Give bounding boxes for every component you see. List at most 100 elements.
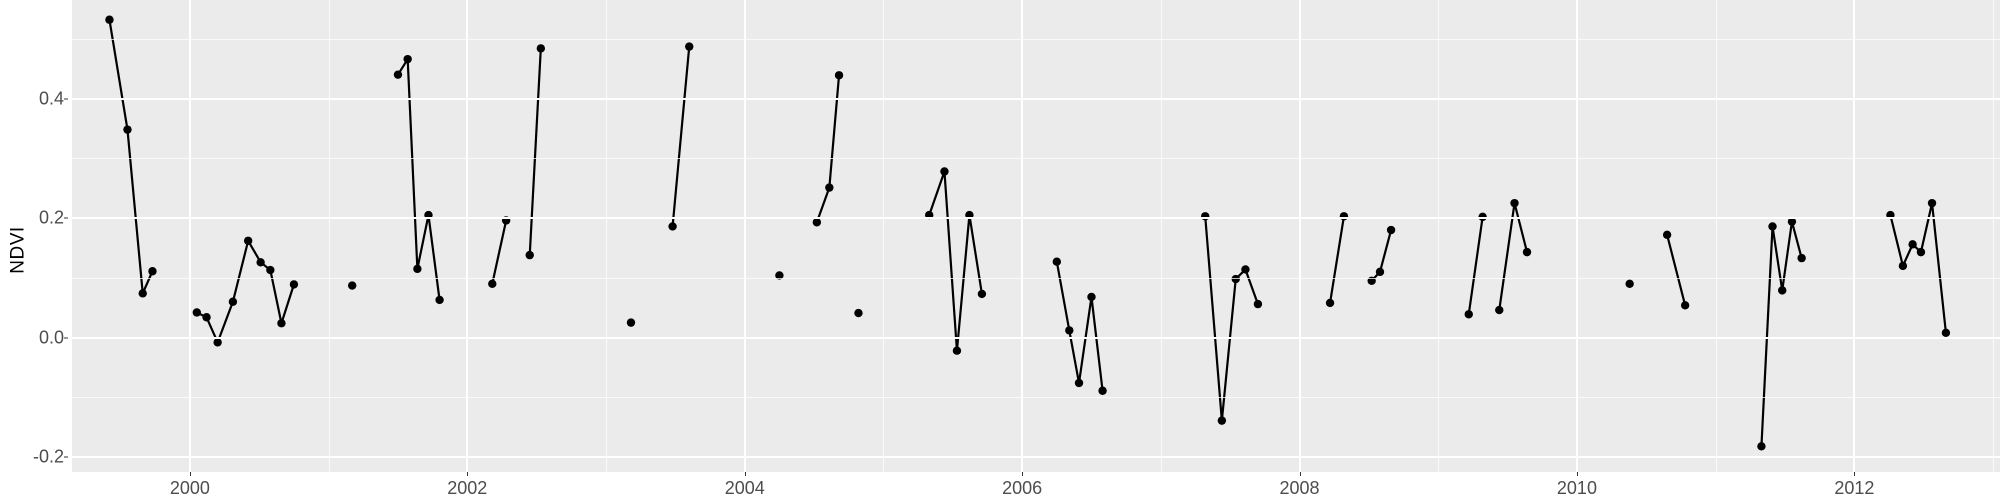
x-tick-mark xyxy=(1022,472,1024,476)
series-group xyxy=(626,318,636,327)
x-tick-mark xyxy=(744,472,746,476)
data-point xyxy=(488,279,497,288)
data-point xyxy=(1074,378,1084,388)
data-point xyxy=(1680,301,1690,310)
x-tick-label: 2002 xyxy=(447,478,488,498)
data-point xyxy=(1916,247,1926,257)
data-point xyxy=(403,54,412,64)
gridline-x-minor xyxy=(1715,0,1717,472)
series-group xyxy=(812,71,844,227)
gridline-x-minor xyxy=(606,0,607,472)
data-point xyxy=(1662,230,1672,240)
series-group xyxy=(1052,257,1107,395)
x-tick-label: 2008 xyxy=(1279,478,1320,498)
data-point xyxy=(1375,267,1385,277)
gridline-y-major xyxy=(72,97,2000,100)
data-point xyxy=(775,271,784,280)
data-point xyxy=(1908,240,1917,249)
gridline-x-major xyxy=(188,0,191,472)
gridline-x-major xyxy=(1575,0,1578,472)
gridline-y-minor xyxy=(72,397,2000,399)
data-point xyxy=(1386,225,1396,235)
y-tick-label: 0.2 xyxy=(38,207,64,228)
data-point xyxy=(228,297,238,306)
series-group xyxy=(1201,212,1263,425)
y-tick-label: 0.0 xyxy=(38,327,64,348)
y-tick-mark xyxy=(64,217,68,219)
data-point xyxy=(1217,416,1227,425)
series-group xyxy=(1662,230,1690,310)
y-tick-mark xyxy=(64,337,68,339)
data-point xyxy=(148,267,157,276)
series-group xyxy=(775,271,784,280)
data-point xyxy=(1231,274,1240,284)
series-group xyxy=(1464,212,1487,319)
series-group xyxy=(347,281,357,290)
gridline-y-minor xyxy=(72,158,2000,160)
data-point xyxy=(1510,198,1519,208)
series-line xyxy=(671,45,691,228)
data-point xyxy=(977,289,987,299)
data-point xyxy=(1065,326,1074,335)
data-point xyxy=(289,280,299,289)
gridline-x-major xyxy=(1021,0,1024,472)
x-tick-mark xyxy=(1854,472,1856,476)
data-point xyxy=(256,258,265,267)
data-point xyxy=(685,42,694,51)
data-point xyxy=(266,265,275,275)
data-point xyxy=(940,167,949,176)
series-line xyxy=(1204,215,1260,422)
gridline-y-major xyxy=(72,456,2000,459)
y-axis-title-text: NDVI xyxy=(8,226,29,274)
gridline-x-minor xyxy=(1993,0,1995,472)
series-group xyxy=(525,44,546,260)
data-point xyxy=(1941,328,1951,337)
data-point xyxy=(525,250,534,260)
x-tick-mark xyxy=(1576,472,1578,476)
data-point xyxy=(1625,279,1634,288)
series-line xyxy=(1498,202,1529,312)
data-point xyxy=(834,71,844,80)
plot-panel xyxy=(72,0,2000,472)
x-tick-mark xyxy=(1299,472,1301,476)
data-layer xyxy=(105,15,1951,451)
x-tick-mark xyxy=(467,472,469,476)
series-group xyxy=(1625,279,1634,288)
data-point xyxy=(1787,217,1797,226)
series-line xyxy=(1328,215,1346,305)
series-line xyxy=(1055,260,1104,392)
gridline-y-major xyxy=(72,336,2000,339)
data-point xyxy=(347,281,357,290)
gridline-y-minor xyxy=(72,277,2000,279)
series-line xyxy=(528,47,542,257)
data-point xyxy=(825,183,834,192)
series-group xyxy=(1367,225,1396,286)
data-point xyxy=(626,318,636,327)
x-tick-mark xyxy=(189,472,191,476)
data-point xyxy=(243,236,253,245)
data-point xyxy=(1087,292,1096,302)
series-line xyxy=(195,239,296,344)
data-point xyxy=(393,70,403,79)
series-line xyxy=(491,219,508,285)
gridline-x-minor xyxy=(328,0,330,472)
data-point xyxy=(952,346,962,355)
x-tick-label: 2006 xyxy=(1002,478,1043,498)
series-group xyxy=(393,54,444,305)
x-axis-ticks: 2000 2002 2004 2006 2008 2010 2012 xyxy=(72,472,2000,500)
gridline-x-minor xyxy=(1160,0,1162,472)
y-tick-mark xyxy=(64,98,68,100)
data-point xyxy=(202,313,211,322)
y-axis-ticks: -0.2 0.0 0.2 0.4 xyxy=(30,0,68,500)
data-point xyxy=(435,295,444,305)
data-point xyxy=(1898,261,1908,271)
gridline-x-major xyxy=(1298,0,1301,472)
data-point xyxy=(213,338,222,347)
data-point xyxy=(277,319,286,328)
gridline-x-major xyxy=(1853,0,1856,472)
y-tick-mark xyxy=(64,456,68,458)
data-point xyxy=(123,125,132,134)
data-point xyxy=(105,15,114,24)
gridline-x-minor xyxy=(1438,0,1440,472)
data-point xyxy=(192,308,202,317)
